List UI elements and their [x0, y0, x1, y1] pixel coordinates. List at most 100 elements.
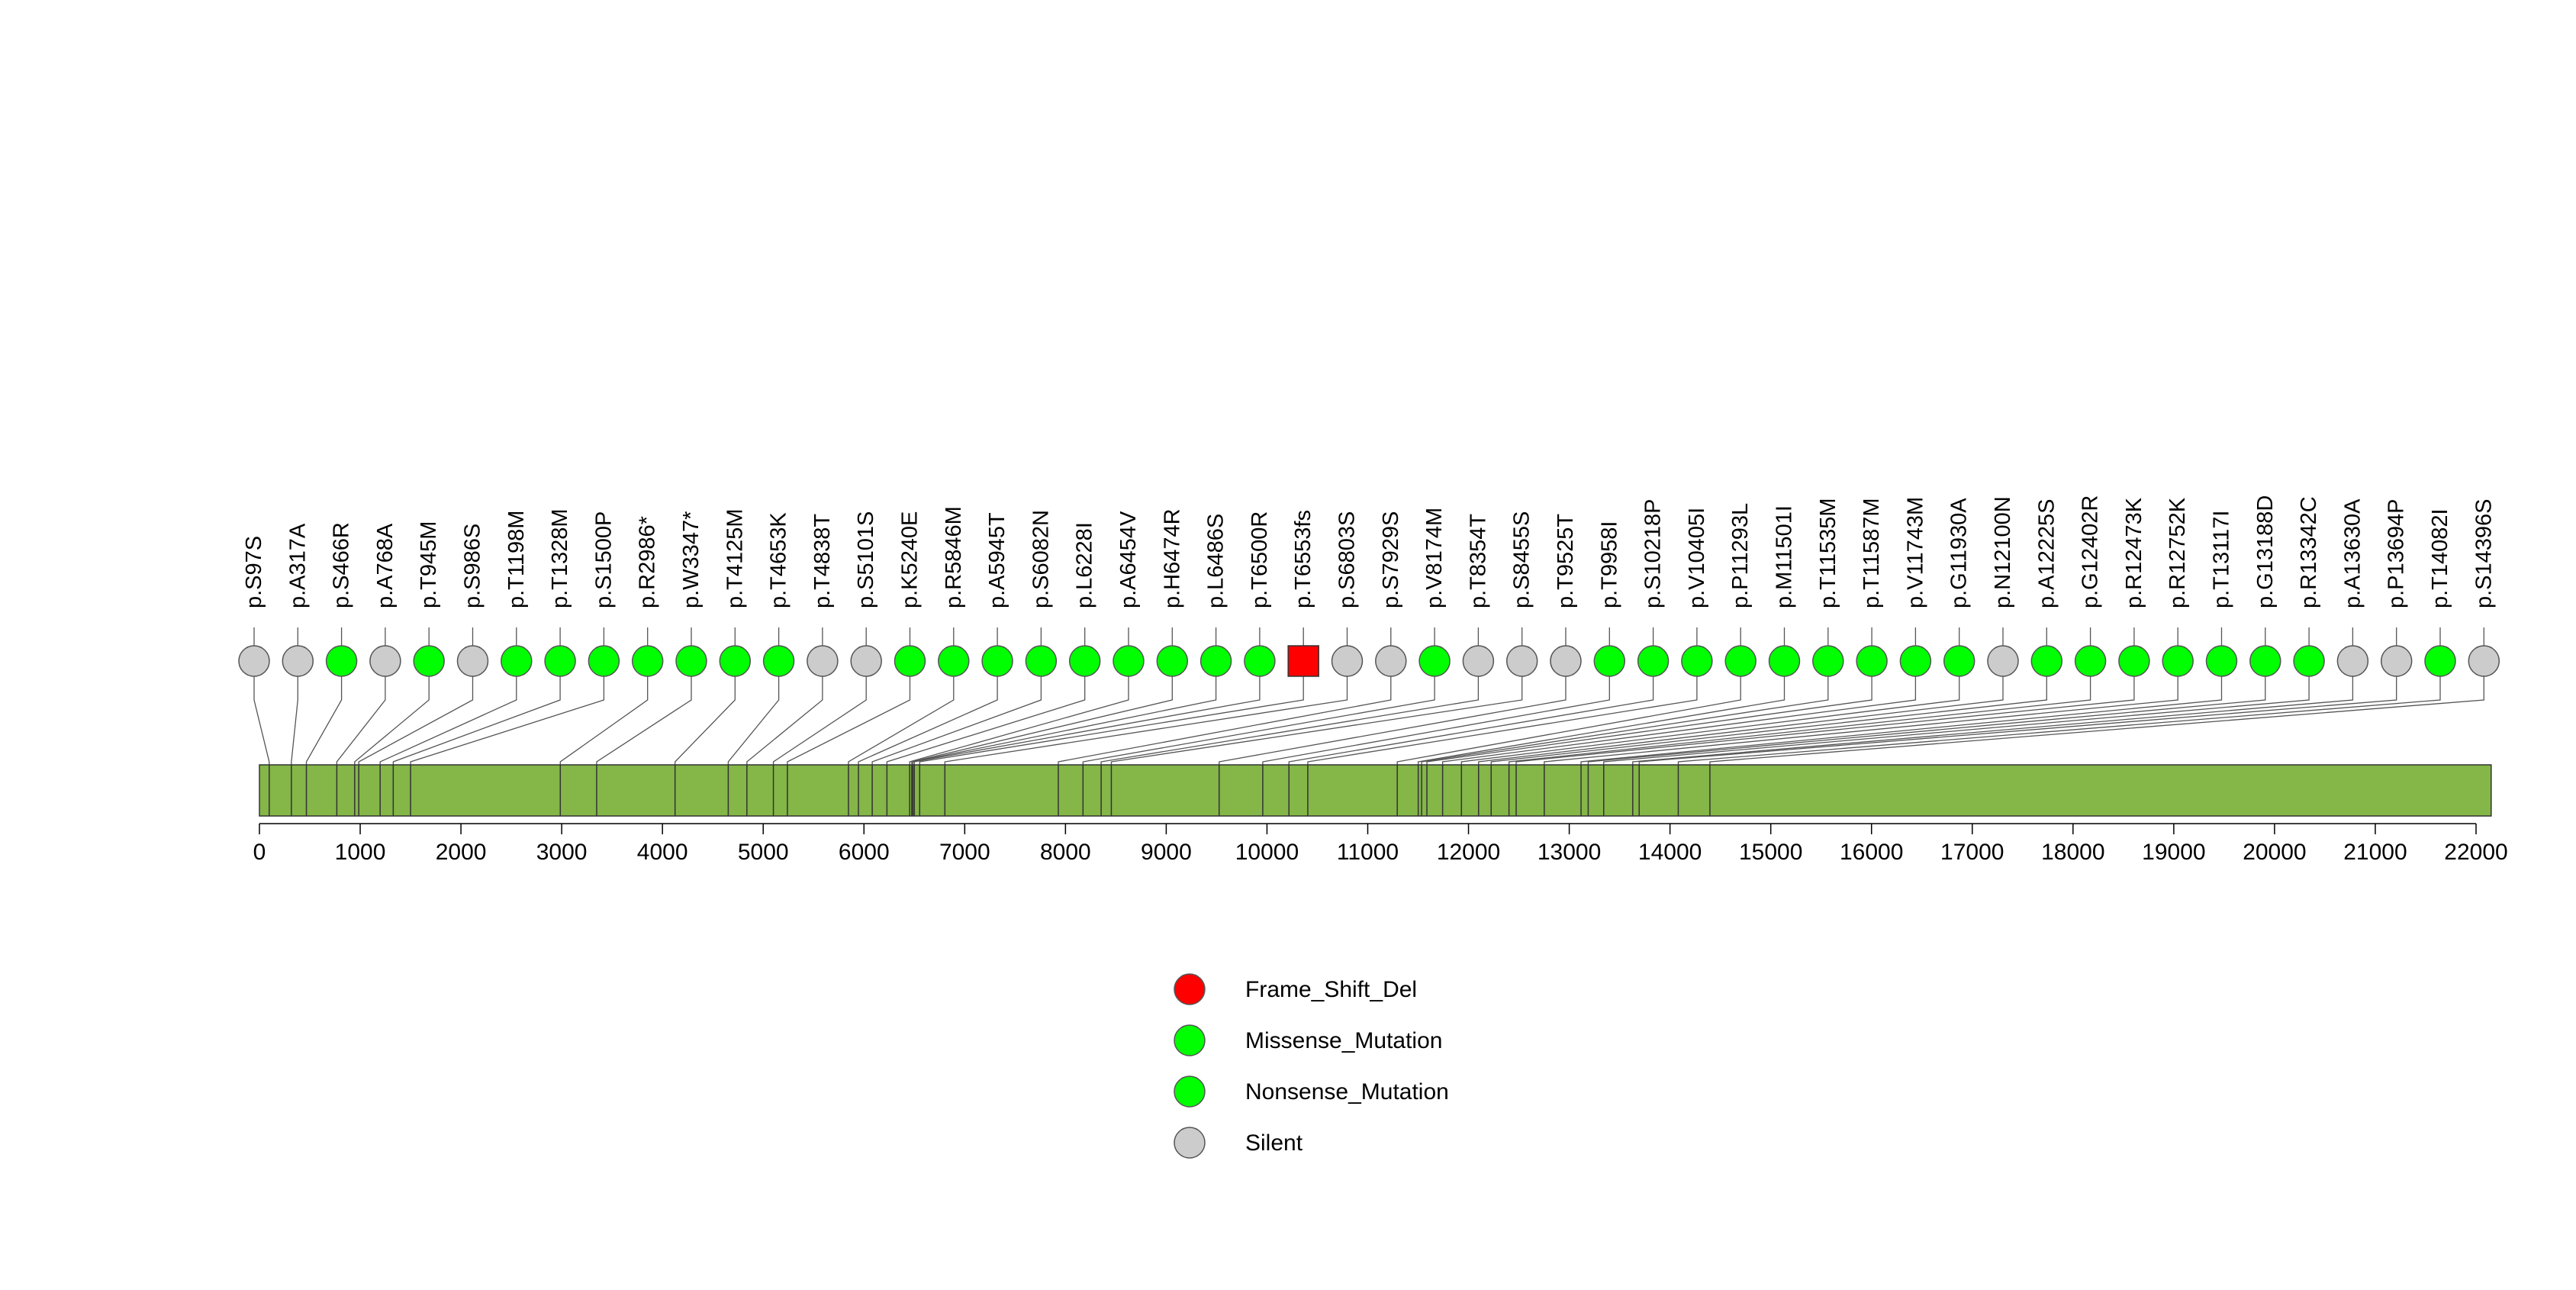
mutation-label: p.T4653K	[767, 512, 791, 608]
axis-tick-label: 7000	[939, 840, 990, 865]
connector-line	[1490, 661, 2047, 765]
mutation-marker	[1418, 645, 1451, 677]
mutation-marker-square	[1287, 645, 1319, 677]
mutation-marker	[1331, 645, 1364, 677]
mutation-label: p.N12100N	[1991, 496, 2015, 608]
position-ticks	[269, 765, 1711, 816]
protein-bar	[259, 764, 2492, 817]
connector-line	[1058, 661, 1392, 765]
connector-line	[1100, 661, 1480, 765]
mutation-label: p.T11535M	[1816, 498, 1840, 608]
mutation-marker	[2162, 645, 2194, 677]
mutation-marker	[2249, 645, 2281, 677]
legend-marker	[1174, 973, 1206, 1005]
connector-line	[1478, 661, 2004, 765]
mutation-label: p.M11501I	[1773, 505, 1797, 608]
mutation-label: p.R12473K	[2122, 497, 2146, 608]
connector-line	[919, 661, 1304, 765]
mutation-marker	[1943, 645, 1975, 677]
mutation-marker	[456, 645, 489, 677]
mutation-label: p.S986S	[461, 524, 485, 608]
mutation-label: p.A317A	[285, 523, 310, 608]
mutation-marker	[1199, 645, 1232, 677]
connector-line	[1632, 661, 2354, 765]
axis-tick-label: 2000	[436, 840, 487, 865]
mutation-label: p.T8354T	[1466, 514, 1490, 608]
mutation-label: p.S6082N	[1029, 510, 1053, 608]
connector-line	[1288, 661, 1654, 765]
connector-line	[1709, 661, 2484, 765]
mutation-marker	[1593, 645, 1626, 677]
axis-tick-label: 14000	[1638, 840, 1702, 865]
mutation-marker	[1812, 645, 1844, 677]
mutation-label: p.K5240E	[898, 511, 923, 608]
mutation-label: p.S97S	[242, 536, 266, 608]
mutation-label: p.A12225S	[2034, 498, 2059, 608]
mutation-marker	[1637, 645, 1670, 677]
mutation-label: p.T945M	[417, 521, 441, 608]
connector-line	[1110, 661, 1523, 765]
mutation-marker	[369, 645, 401, 677]
mutation-label: p.L6228I	[1073, 522, 1097, 608]
connector-line	[1396, 661, 1741, 765]
axis-tick-label: 1000	[335, 840, 386, 865]
axis-tick-label: 20000	[2243, 840, 2306, 865]
mutation-marker	[282, 645, 314, 677]
connector-line	[727, 661, 780, 765]
axis-tick-label: 3000	[536, 840, 588, 865]
axis-tick-label: 17000	[1940, 840, 2004, 865]
connector-line	[944, 661, 1348, 765]
mutation-label: p.A768A	[373, 523, 398, 608]
mutation-marker	[2380, 645, 2413, 677]
axis-tick-label: 11000	[1337, 840, 1399, 865]
mutation-label: p.R2986*	[636, 516, 660, 608]
mutation-marker	[1068, 645, 1101, 677]
connector-line	[1082, 661, 1435, 765]
mutation-label: p.T1328M	[548, 508, 572, 608]
mutation-marker	[675, 645, 707, 677]
connector-line	[336, 661, 386, 765]
axis-tick-label: 5000	[738, 840, 789, 865]
mutation-label: p.L6486S	[1204, 514, 1228, 608]
axis-tick-label: 9000	[1141, 840, 1192, 865]
connector-line	[410, 661, 605, 765]
mutation-label: p.T13117I	[2210, 511, 2234, 608]
connector-line	[871, 661, 1042, 765]
axis-tick-label: 10000	[1235, 840, 1299, 865]
mutation-marker	[2074, 645, 2107, 677]
mutation-label: p.G11930A	[1947, 498, 1972, 608]
legend-label: Silent	[1245, 1130, 1303, 1156]
mutation-label: p.G13188D	[2253, 495, 2278, 608]
connector-line	[675, 661, 736, 765]
connector-line	[253, 661, 270, 765]
mutation-markers	[238, 645, 2500, 677]
mutation-label: p.T1198M	[504, 511, 529, 608]
mutation-marker	[325, 645, 358, 677]
connector-line	[1587, 661, 2266, 765]
connector-line	[858, 661, 998, 765]
connector-line	[358, 661, 474, 765]
connector-line	[909, 661, 1129, 765]
axis-tick-label: 0	[253, 840, 266, 865]
mutation-marker	[588, 645, 620, 677]
mutation-marker	[850, 645, 882, 677]
connector-line	[1418, 661, 1785, 765]
mutation-label: p.A5945T	[985, 512, 1009, 608]
connector-line	[1421, 661, 1829, 765]
mutation-marker	[981, 645, 1013, 677]
connector-line	[1426, 661, 1872, 765]
legend-marker	[1174, 1076, 1206, 1108]
mutation-label: p.V10405I	[1685, 508, 1709, 608]
mutation-label: p.T4838T	[810, 514, 835, 608]
mutation-label: p.T14082I	[2428, 508, 2452, 608]
mutation-label: p.S6803S	[1335, 511, 1360, 608]
connector-line	[1441, 661, 1917, 765]
axis-tick-label: 8000	[1040, 840, 1091, 865]
axis-tick-label: 21000	[2343, 840, 2407, 865]
axis-tick-label: 12000	[1437, 840, 1500, 865]
axis-tick-label: 15000	[1739, 840, 1802, 865]
mutation-label: p.T9525T	[1554, 514, 1578, 608]
axis-tick-label: 6000	[839, 840, 890, 865]
mutation-marker	[1856, 645, 1888, 677]
mutation-marker	[762, 645, 795, 677]
